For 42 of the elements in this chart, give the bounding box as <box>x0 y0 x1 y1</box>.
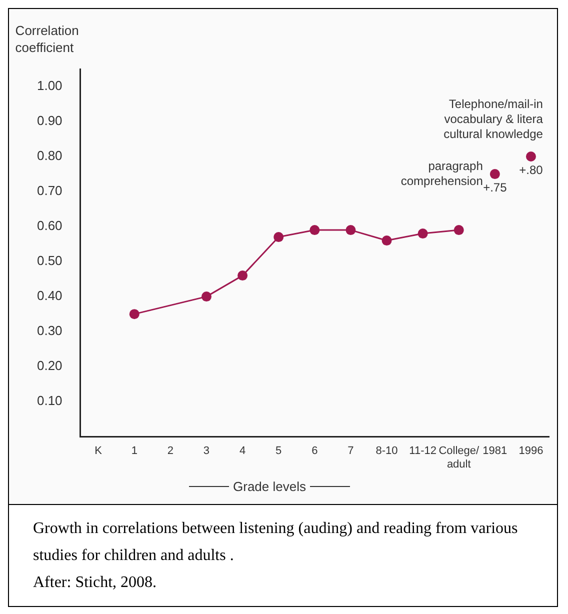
y-tick-label: 0.10 <box>36 393 62 408</box>
x-tick-label: College/ adult <box>438 445 480 470</box>
point <box>201 292 212 302</box>
point <box>526 152 536 162</box>
x-tick-label: 1996 <box>518 445 544 458</box>
x-axis-title: Grade levels <box>233 479 306 494</box>
text: Growth in correlations between listening (auding) and reading from various studies for children and adults . <box>33 519 519 566</box>
point <box>346 225 356 236</box>
y-tick-label: 0.60 <box>36 218 62 234</box>
data-label: +.75 <box>483 180 508 194</box>
point <box>418 228 428 239</box>
annotation: paragraph comprehension <box>400 158 483 188</box>
x-tick-label: 5 <box>276 445 282 458</box>
annotation: Telephone/mail-in vocabulary & litera cultural knowledge <box>444 96 544 141</box>
y-tick-label: 0.30 <box>36 323 62 338</box>
data-label: +.80 <box>519 162 544 177</box>
y-tick-label: 0.90 <box>36 113 62 128</box>
y-axis-title: Correlation coefficient <box>15 23 79 56</box>
y-tick-label: 1.00 <box>36 78 62 94</box>
text: After: Sticht, 2008. <box>33 573 158 593</box>
x-tick-label: 6 <box>312 445 318 458</box>
x-tick-label: 1981 <box>482 445 508 458</box>
x-tick-label: 11-12 <box>409 445 436 458</box>
point <box>490 169 500 180</box>
x-tick-label: 7 <box>348 445 354 458</box>
y-tick-label: 0.70 <box>36 183 62 198</box>
x-tick-label: 8-10 <box>376 445 398 458</box>
y-tick-label: 0.40 <box>36 288 62 304</box>
point <box>129 309 140 320</box>
point <box>238 270 248 281</box>
point <box>274 232 284 242</box>
y-tick-label: 0.50 <box>36 253 62 268</box>
y-tick-label: 0.80 <box>36 148 62 164</box>
x-tick-label: 3 <box>203 445 210 458</box>
point <box>454 225 464 236</box>
point <box>382 236 392 246</box>
y-tick-label: 0.20 <box>36 358 62 374</box>
x-tick-label: 4 <box>239 445 246 458</box>
x-tick-label: 2 <box>167 445 174 458</box>
point <box>310 225 320 236</box>
x-tick-label: 1 <box>131 445 138 458</box>
x-tick-label: K <box>94 445 103 458</box>
